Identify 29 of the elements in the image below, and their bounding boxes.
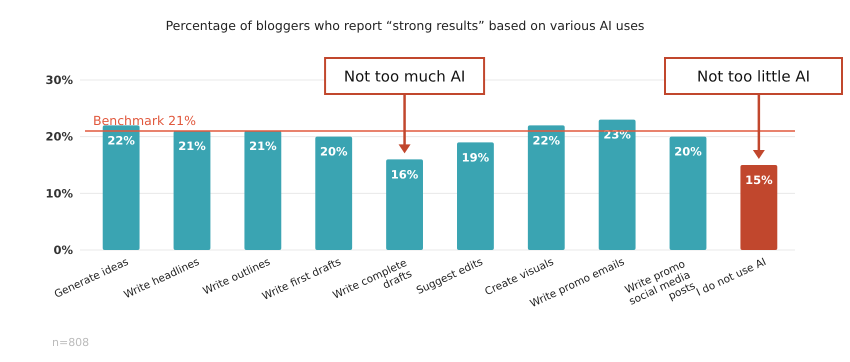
y-tick-label: 10% <box>45 186 74 200</box>
data-label: 22% <box>107 133 136 148</box>
data-label: 15% <box>745 173 774 187</box>
data-label: 20% <box>320 144 348 159</box>
annotation: Not too much AI <box>344 67 466 86</box>
y-tick-label: 20% <box>45 130 74 144</box>
bar <box>174 131 210 250</box>
bar <box>102 125 140 250</box>
bar <box>740 165 778 250</box>
bar <box>315 136 352 250</box>
data-label: 16% <box>390 167 419 182</box>
y-tick-label: 0% <box>53 243 74 258</box>
bar <box>386 159 423 250</box>
chart-title: Percentage of bloggers who report “strong results” based on various AI uses <box>166 18 644 33</box>
data-label: 20% <box>674 144 702 159</box>
bar <box>457 142 494 250</box>
data-label: 21% <box>249 139 278 153</box>
bar <box>670 136 706 250</box>
ref-line-label: Benchmark 21% <box>93 113 196 128</box>
annotation: Not too little AI <box>697 67 810 86</box>
bar <box>528 125 565 250</box>
bar <box>598 120 636 250</box>
data-label: 21% <box>178 139 206 153</box>
x-tick-label: I do not use AI <box>694 256 768 299</box>
text: n=808 <box>52 336 90 349</box>
data-label: 19% <box>462 150 490 164</box>
y-tick-label: 30% <box>45 73 74 88</box>
bar <box>244 131 282 250</box>
data-label: 22% <box>532 133 561 148</box>
